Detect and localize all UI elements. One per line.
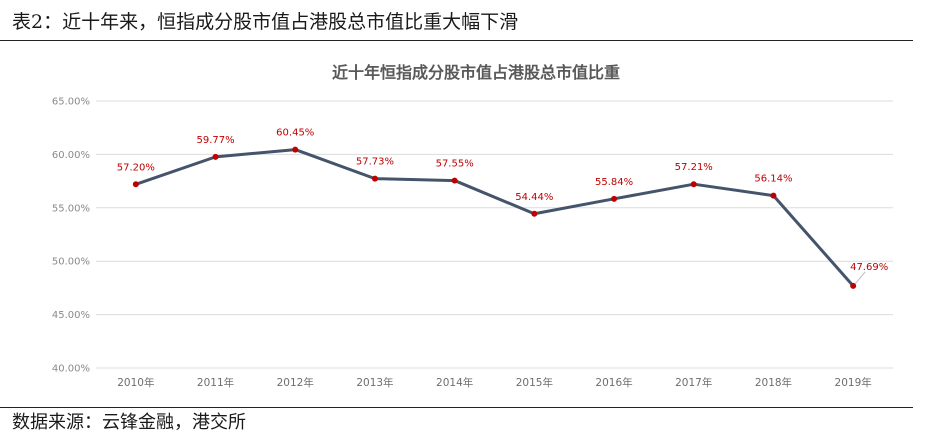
data-point xyxy=(451,177,458,184)
line-chart: 近十年恒指成分股市值占港股总市值比重 40.00% 45.00% 50.00% 55.… xyxy=(52,63,893,389)
top-rule xyxy=(0,40,913,41)
chart-title: 近十年恒指成分股市值占港股总市值比重 xyxy=(332,63,620,82)
y-tick-label: 50.00% xyxy=(52,257,90,268)
x-tick-label: 2013年 xyxy=(356,376,393,389)
data-label: 59.77% xyxy=(196,135,234,146)
y-tick-label: 55.00% xyxy=(52,203,90,214)
bottom-rule xyxy=(0,407,913,408)
chart-container: 近十年恒指成分股市值占港股总市值比重 40.00% 45.00% 50.00% 55.… xyxy=(0,41,945,405)
x-tick-label: 2011年 xyxy=(197,376,234,389)
y-tick-label: 45.00% xyxy=(52,310,90,321)
data-label: 55.84% xyxy=(595,177,633,188)
x-tick-label: 2018年 xyxy=(755,376,792,389)
x-tick-label: 2017年 xyxy=(675,376,712,389)
data-point xyxy=(371,175,378,182)
x-tick-label: 2010年 xyxy=(117,376,154,389)
data-label: 47.69% xyxy=(850,262,888,273)
data-point xyxy=(611,195,618,202)
data-point xyxy=(690,181,697,188)
data-label: 57.55% xyxy=(436,159,474,170)
data-point xyxy=(292,146,299,153)
y-tick-label: 40.00% xyxy=(52,364,90,375)
data-point xyxy=(850,282,857,289)
x-tick-label: 2014年 xyxy=(436,376,473,389)
data-point xyxy=(132,181,139,188)
data-label: 57.21% xyxy=(675,162,713,173)
series-line xyxy=(135,148,855,287)
data-label: 54.44% xyxy=(515,192,553,203)
data-point xyxy=(770,192,777,199)
data-label: 57.73% xyxy=(356,157,394,168)
data-label: 57.20% xyxy=(117,162,155,173)
figure-caption: 表2：近十年来，恒指成分股市值占港股总市值比重大幅下滑 xyxy=(12,11,519,33)
data-label: 60.45% xyxy=(276,128,314,139)
label-leader-line xyxy=(854,271,866,285)
data-label: 56.14% xyxy=(754,174,792,185)
data-point xyxy=(212,153,219,160)
x-tick-label: 2016年 xyxy=(595,376,632,389)
y-tick-label: 60.00% xyxy=(52,150,90,161)
y-tick-label: 65.00% xyxy=(52,97,90,108)
data-point xyxy=(531,210,538,217)
x-tick-label: 2019年 xyxy=(835,376,872,389)
x-tick-label: 2015年 xyxy=(516,376,553,389)
x-tick-label: 2012年 xyxy=(277,376,314,389)
source-note: 数据来源：云锋金融，港交所 xyxy=(12,412,246,433)
